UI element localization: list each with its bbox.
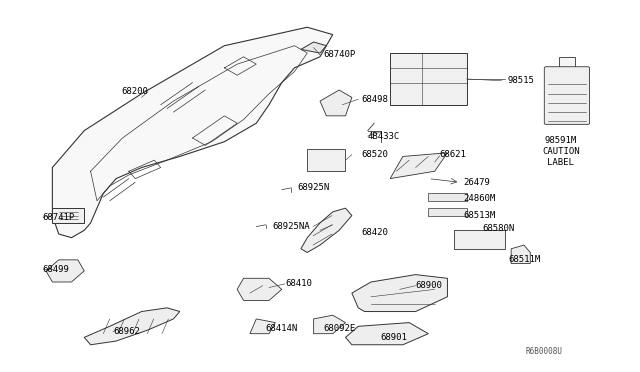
Text: 68741P: 68741P <box>43 213 75 222</box>
Polygon shape <box>84 308 180 345</box>
Text: 98591M
CAUTION
LABEL: 98591M CAUTION LABEL <box>542 136 580 167</box>
Text: 26479: 26479 <box>463 178 490 187</box>
Polygon shape <box>314 315 346 334</box>
Polygon shape <box>52 27 333 238</box>
Polygon shape <box>428 208 467 215</box>
Polygon shape <box>428 193 467 201</box>
Text: 68925NA: 68925NA <box>272 222 310 231</box>
Text: 68901: 68901 <box>381 333 408 342</box>
Polygon shape <box>250 319 275 334</box>
Text: 68511M: 68511M <box>508 255 540 264</box>
Text: R6B0008U: R6B0008U <box>525 347 562 356</box>
Text: 68499: 68499 <box>43 264 70 273</box>
Bar <box>559 57 575 68</box>
Text: 68414N: 68414N <box>266 324 298 333</box>
Polygon shape <box>52 208 84 223</box>
Text: 68925N: 68925N <box>298 183 330 192</box>
Text: 4B433C: 4B433C <box>368 132 400 141</box>
Text: 68092E: 68092E <box>323 324 355 333</box>
Text: 68580N: 68580N <box>483 224 515 233</box>
Polygon shape <box>301 42 326 53</box>
Polygon shape <box>390 153 447 179</box>
Text: 68410: 68410 <box>285 279 312 288</box>
Polygon shape <box>320 90 352 116</box>
Text: 68962: 68962 <box>113 327 140 336</box>
Polygon shape <box>301 208 352 253</box>
Text: 68900: 68900 <box>415 281 442 290</box>
Text: 68520: 68520 <box>362 150 388 159</box>
Text: 24860M: 24860M <box>463 195 495 203</box>
Text: 68200: 68200 <box>121 87 148 96</box>
Text: 68513M: 68513M <box>463 211 495 220</box>
Polygon shape <box>46 260 84 282</box>
FancyBboxPatch shape <box>544 67 589 124</box>
Polygon shape <box>454 230 505 249</box>
Text: 68420: 68420 <box>362 228 388 237</box>
Text: 68740P: 68740P <box>323 51 355 60</box>
Polygon shape <box>307 149 346 171</box>
Text: 68498: 68498 <box>362 95 388 104</box>
Text: 68621: 68621 <box>440 150 467 159</box>
Polygon shape <box>511 245 531 263</box>
Text: 98515: 98515 <box>508 76 535 85</box>
Polygon shape <box>346 323 428 345</box>
Polygon shape <box>390 53 467 105</box>
Polygon shape <box>237 278 282 301</box>
Polygon shape <box>352 275 447 311</box>
